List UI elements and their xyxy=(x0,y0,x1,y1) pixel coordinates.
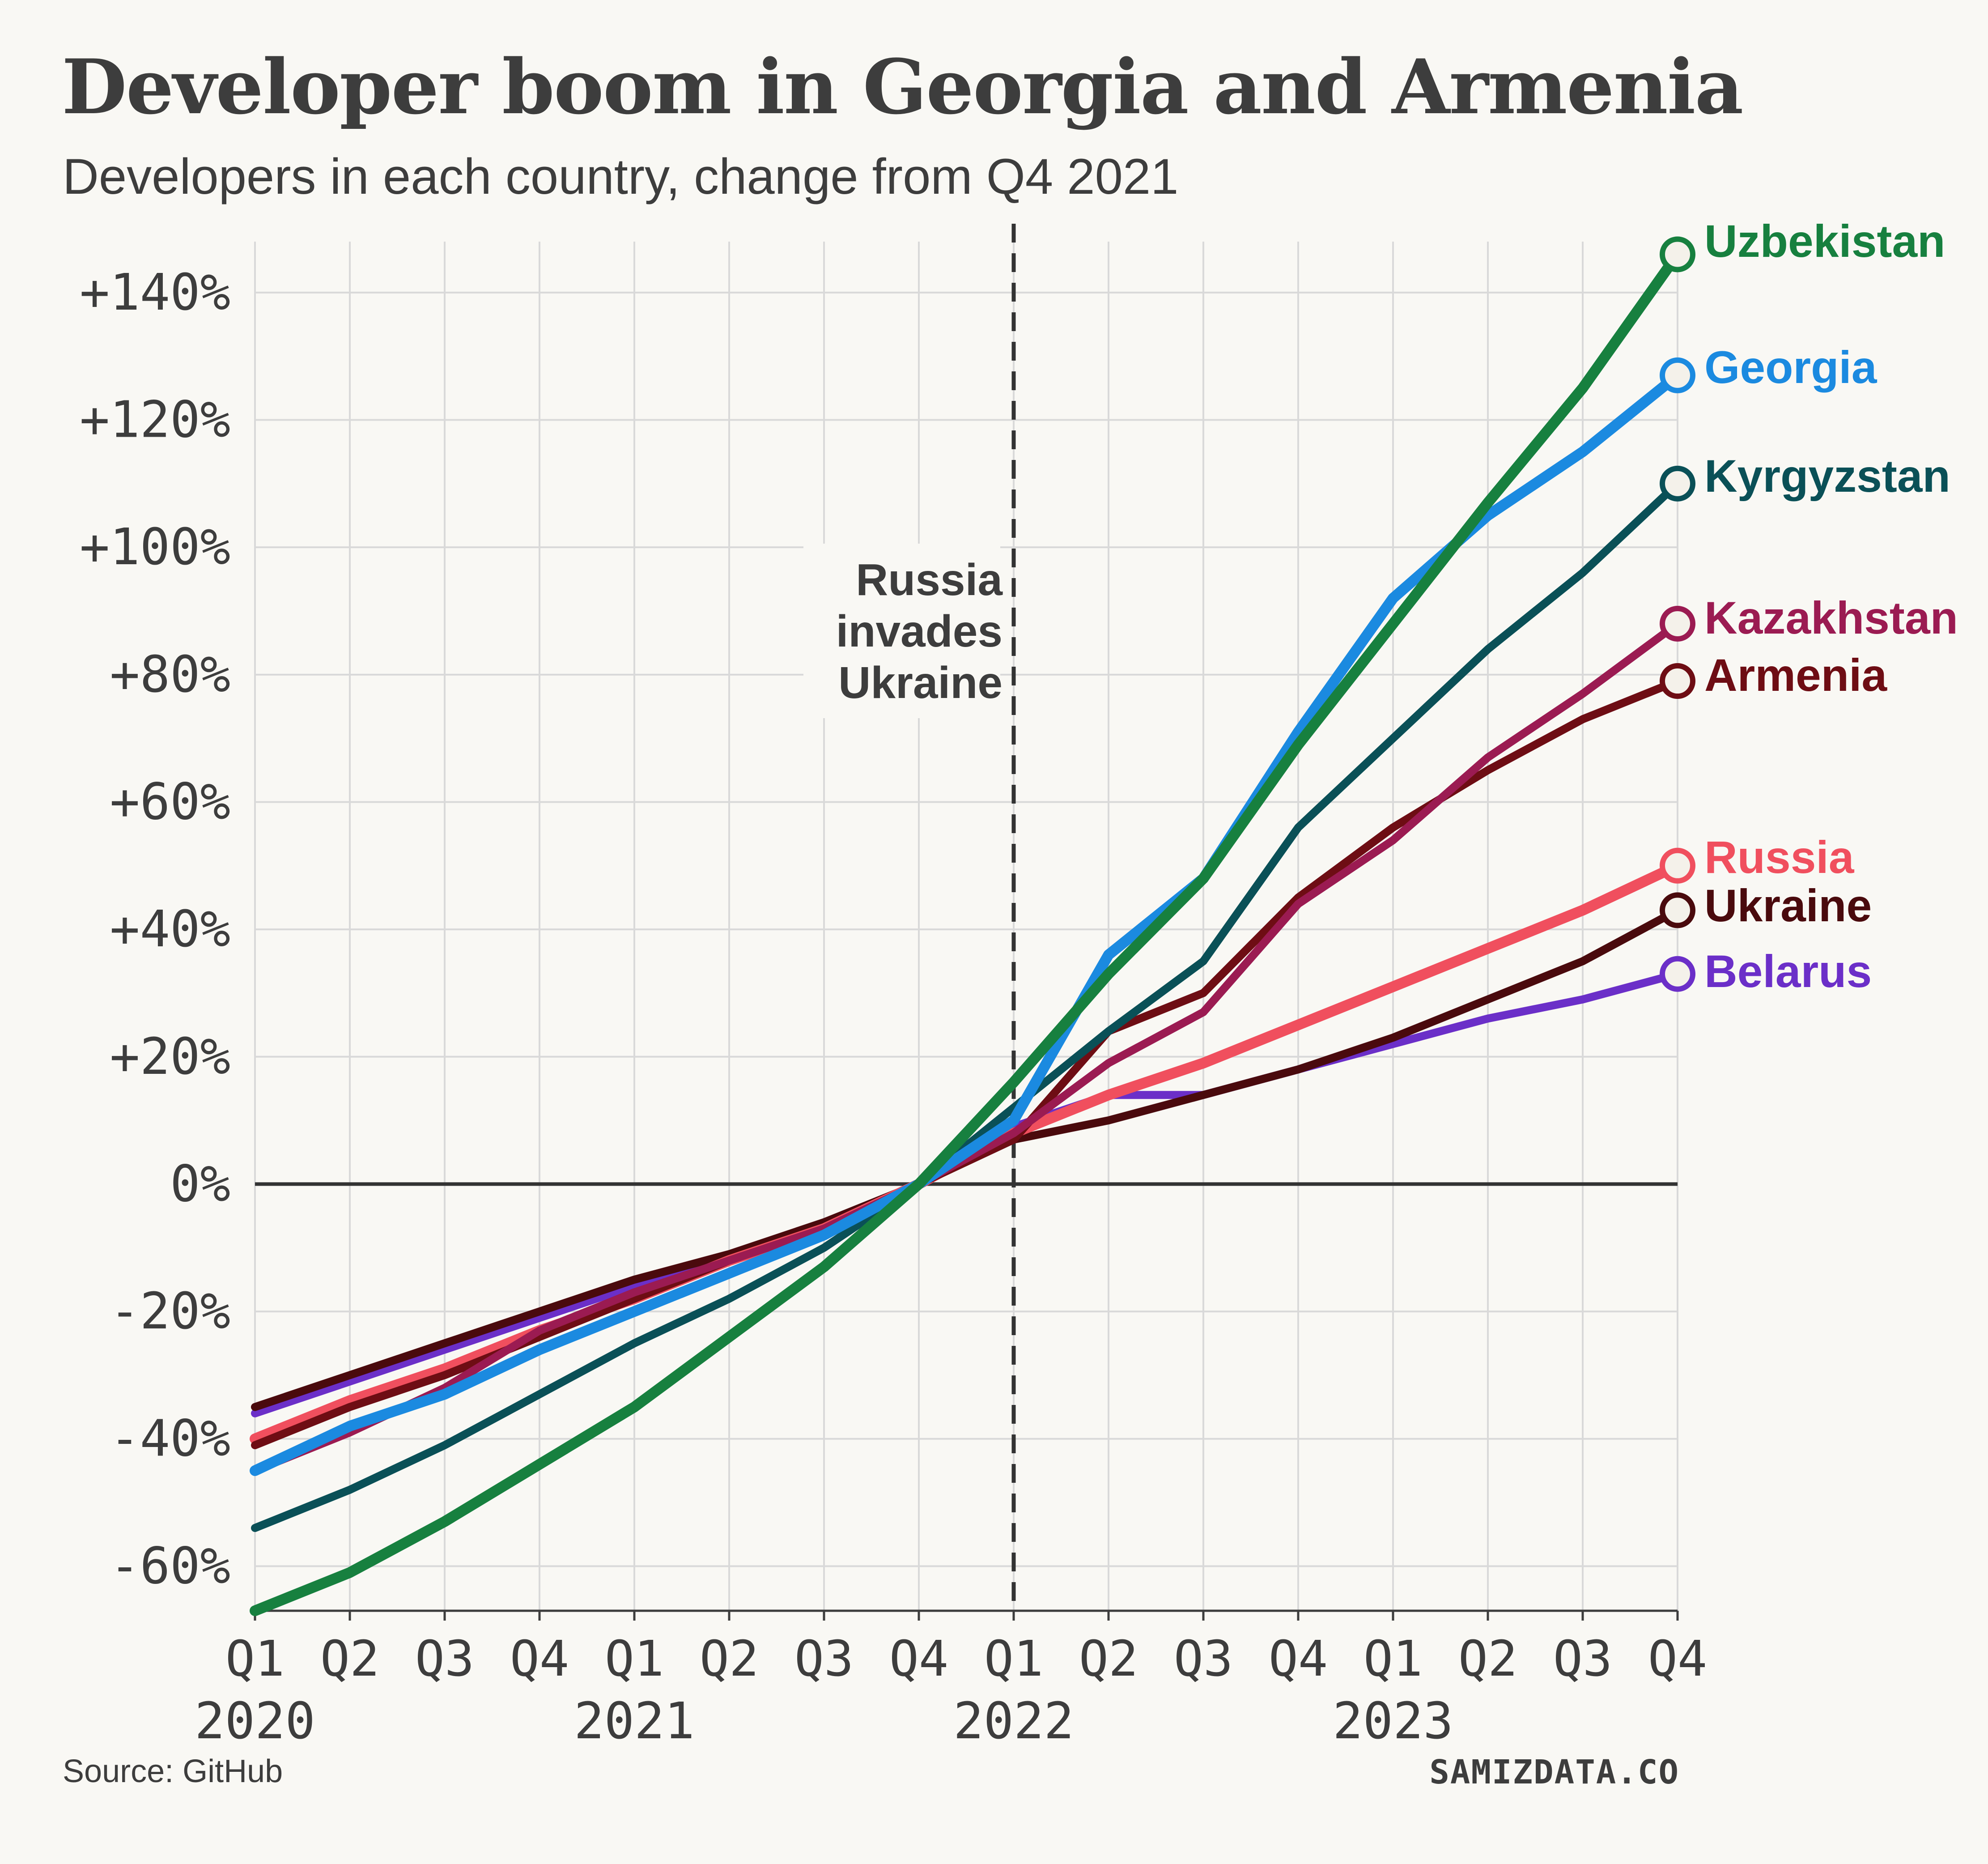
kyrgyzstan-flag-icon xyxy=(1660,465,1695,502)
ukraine-flag-icon xyxy=(1660,892,1695,928)
georgia-flag-icon xyxy=(1660,357,1695,393)
x-tick-label: Q2 xyxy=(700,1630,759,1687)
x-year-label: 2020 xyxy=(195,1692,315,1750)
belarus-label: Belarus xyxy=(1704,946,1872,997)
x-tick-label: Q3 xyxy=(1553,1630,1612,1687)
x-tick-label: Q1 xyxy=(1364,1630,1423,1687)
brand-logo: SAMIZDATA.CO xyxy=(1429,1753,1679,1792)
x-year-label: 2021 xyxy=(574,1692,695,1750)
kazakhstan-flag-icon xyxy=(1660,605,1695,642)
x-year-label: 2022 xyxy=(953,1692,1074,1750)
gridlines xyxy=(254,242,1678,1612)
y-tick-label: -40% xyxy=(110,1410,230,1468)
y-tick-label: -60% xyxy=(110,1537,230,1595)
armenia-label: Armenia xyxy=(1704,650,1887,701)
x-tick-label: Q1 xyxy=(225,1630,285,1687)
y-tick-label: 0% xyxy=(170,1155,230,1213)
ukraine-label: Ukraine xyxy=(1704,880,1872,931)
annotation-text: Ukraine xyxy=(838,658,1002,708)
x-tick-label: Q3 xyxy=(794,1630,854,1687)
x-tick-label: Q1 xyxy=(984,1630,1043,1687)
x-tick-label: Q3 xyxy=(415,1630,474,1687)
y-tick-label: +120% xyxy=(80,391,230,449)
kazakhstan-label: Kazakhstan xyxy=(1704,592,1958,643)
y-tick-label: +60% xyxy=(110,773,230,831)
y-tick-label: +20% xyxy=(110,1028,230,1086)
annotation-text: invades xyxy=(836,606,1002,656)
chart-subtitle: Developers in each country, change from … xyxy=(63,149,1179,204)
y-tick-label: +80% xyxy=(110,646,230,704)
uzbekistan-label: Uzbekistan xyxy=(1704,216,1946,267)
source-note: Source: GitHub xyxy=(63,1753,283,1789)
x-tick-label: Q4 xyxy=(1648,1630,1707,1687)
annotation-text: Russia xyxy=(856,555,1003,605)
uzbekistan-line xyxy=(250,249,1683,1616)
x-tick-label: Q2 xyxy=(320,1630,379,1687)
armenia-flag-icon xyxy=(1660,663,1695,699)
x-axis-ticks: Q1 Q2 Q3 Q4 Q1 Q2 Q3 Q4 Q1 Q2 Q3 Q4 Q1 Q2 Q3 Q4 2020 2021… xyxy=(195,1611,1707,1750)
belarus-line xyxy=(251,970,1682,1417)
x-tick-label: Q4 xyxy=(889,1630,948,1687)
annotation-background xyxy=(803,544,1000,718)
x-tick-label: Q3 xyxy=(1174,1630,1233,1687)
chart-title: Developer boom in Georgia and Armenia xyxy=(62,43,1743,131)
georgia-label: Georgia xyxy=(1704,342,1878,393)
x-tick-label: Q1 xyxy=(605,1630,664,1687)
russia-flag-icon xyxy=(1660,847,1695,884)
y-tick-label: -20% xyxy=(110,1282,230,1341)
x-tick-label: Q4 xyxy=(510,1630,569,1687)
y-tick-label: +140% xyxy=(80,264,230,322)
x-tick-label: Q4 xyxy=(1269,1630,1328,1687)
series-lines xyxy=(250,249,1683,1616)
y-axis-ticks: -60% -40% -20% 0% +20% +40% +60% +80% +100% +120%… xyxy=(80,264,230,1596)
uzbekistan-flag-icon xyxy=(1660,236,1695,272)
y-tick-label: +40% xyxy=(110,900,230,958)
armenia-line xyxy=(251,677,1682,1449)
russia-label: Russia xyxy=(1704,832,1855,883)
x-tick-label: Q2 xyxy=(1458,1630,1517,1687)
belarus-flag-icon xyxy=(1660,956,1695,992)
x-tick-label: Q2 xyxy=(1079,1630,1138,1687)
x-year-label: 2023 xyxy=(1333,1692,1453,1750)
y-tick-label: +100% xyxy=(80,518,230,576)
kyrgyzstan-label: Kyrgyzstan xyxy=(1704,451,1950,502)
